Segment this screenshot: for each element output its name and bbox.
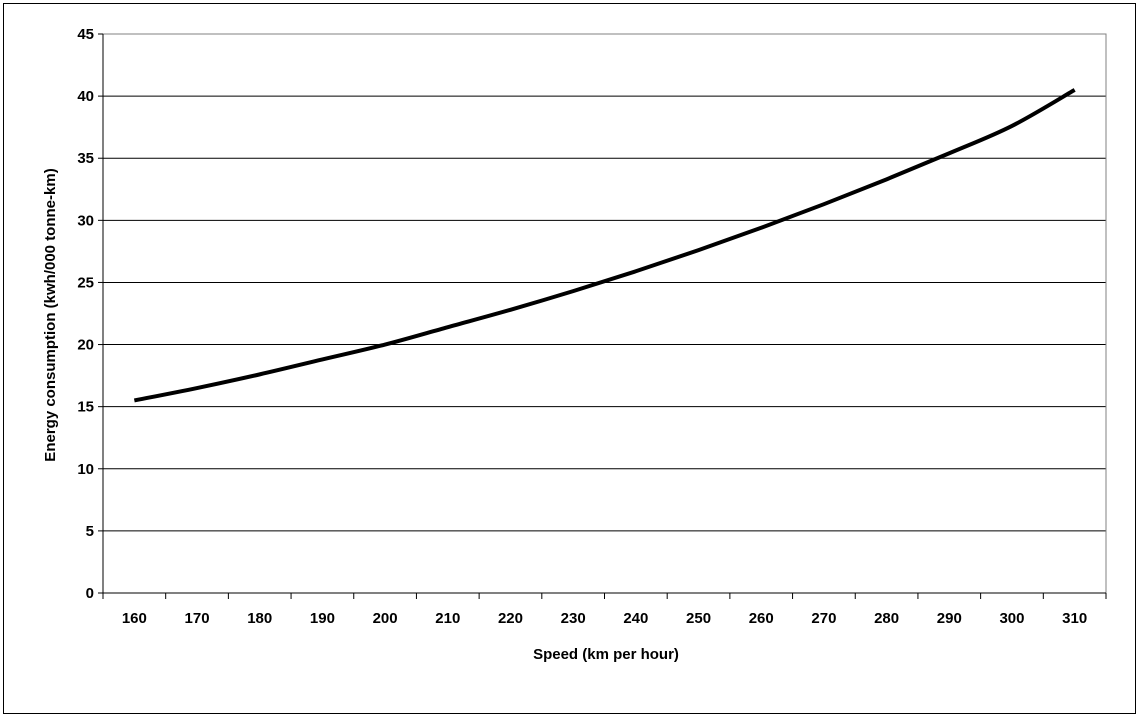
- x-tick-label-260: 260: [749, 610, 774, 627]
- y-tick-label-25: 25: [77, 274, 94, 291]
- y-tick-label-5: 5: [86, 523, 94, 540]
- x-tick-label-230: 230: [561, 610, 586, 627]
- x-tick-label-270: 270: [811, 610, 836, 627]
- x-tick-label-280: 280: [874, 610, 899, 627]
- x-axis: 160 170 180 190 200 210 220 230 240 250 260 270 280 2…: [102, 593, 1107, 627]
- x-tick-label-220: 220: [498, 610, 523, 627]
- x-axis-title: Speed (km per hour): [533, 646, 679, 663]
- x-tick-label-190: 190: [310, 610, 335, 627]
- x-tick-label-200: 200: [373, 610, 398, 627]
- y-tick-label-45: 45: [77, 26, 94, 43]
- y-tick-label-15: 15: [77, 399, 94, 416]
- y-tick-label-20: 20: [77, 337, 94, 354]
- y-tick-label-35: 35: [77, 150, 94, 167]
- x-tick-label-250: 250: [686, 610, 711, 627]
- y-axis: 0 5 10 15 20 25 30 35 40 45: [77, 26, 103, 602]
- y-tick-label-10: 10: [77, 461, 94, 478]
- series-layer: [133, 88, 1076, 403]
- x-tick-label-170: 170: [185, 610, 210, 627]
- y-tick-label-30: 30: [77, 212, 94, 229]
- plot-area: [102, 33, 1107, 594]
- x-tick-label-180: 180: [247, 610, 272, 627]
- x-tick-label-240: 240: [623, 610, 648, 627]
- x-tick-label-300: 300: [999, 610, 1024, 627]
- x-tick-label-310: 310: [1062, 610, 1087, 627]
- x-tick-label-160: 160: [122, 610, 147, 627]
- plot-area-border: [102, 33, 1107, 594]
- y-tick-label-0: 0: [86, 585, 94, 602]
- y-axis-title: Energy consumption (kwh/000 tonne-km): [42, 168, 59, 461]
- x-tick-label-290: 290: [937, 610, 962, 627]
- series-line-0: [133, 88, 1076, 403]
- chart-frame: [3, 3, 1136, 714]
- x-tick-label-210: 210: [435, 610, 460, 627]
- y-tick-label-40: 40: [77, 88, 94, 105]
